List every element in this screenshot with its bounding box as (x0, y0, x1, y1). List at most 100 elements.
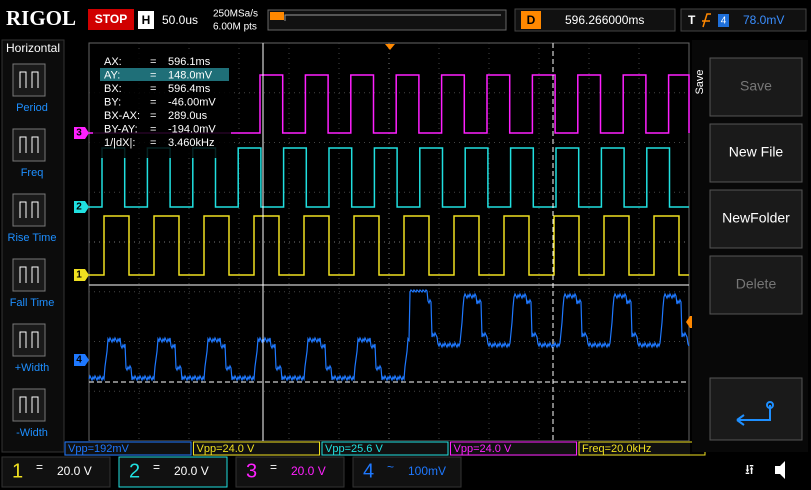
menu-glyph (19, 266, 39, 283)
channel-coupling: = (36, 460, 43, 474)
cursor-readout-cell: = (150, 137, 156, 149)
menu-label: Fall Time (10, 297, 55, 309)
cursor-readout-cell: 148.0mV (168, 69, 213, 81)
cursor-readout-cell: = (150, 56, 156, 68)
menu-button-label: NewFolder (722, 210, 790, 226)
channel-coupling: = (270, 460, 277, 474)
channel-number: 4 (363, 460, 374, 482)
return-dot (766, 401, 774, 409)
channel-coupling: ~ (387, 460, 394, 474)
cursor-readout-cell: BY-AY: (104, 123, 138, 135)
channel-scale: 20.0 V (174, 464, 209, 478)
right-menu-title: Save (694, 69, 706, 94)
overview-window (270, 12, 284, 20)
cursor-readout-cell: 3.460kHz (168, 137, 214, 149)
trigger-position (385, 44, 395, 50)
cursor-readout-cell: 596.4ms (168, 83, 211, 95)
menu-glyph (19, 331, 39, 348)
menu-button[interactable] (709, 57, 803, 117)
menu-button[interactable] (709, 123, 803, 183)
channel-box[interactable] (1, 456, 111, 488)
trigger-label: T (688, 13, 696, 27)
menu-label: +Width (15, 362, 50, 374)
menu-icon[interactable] (12, 193, 46, 227)
sample-rate: 250MSa/s (213, 9, 258, 20)
menu-button[interactable] (709, 255, 803, 315)
measure-frame (450, 441, 577, 456)
overview-wave (284, 14, 501, 21)
measurement: Freq=20.0kHz (582, 443, 651, 455)
delay-tag (521, 11, 541, 29)
delay-box (514, 8, 676, 32)
channel-marker: 3 (76, 128, 82, 139)
run-status: STOP (95, 12, 127, 26)
menu-icon[interactable] (12, 258, 46, 292)
cursor-readout-cell: BX: (104, 83, 122, 95)
channel-scale: 20.0 V (291, 464, 326, 478)
h-box (138, 11, 154, 29)
channel-scale: 20.0 V (57, 464, 92, 478)
return-icon (736, 405, 771, 426)
trigger-source: 4 (721, 16, 727, 27)
menu-glyph (19, 396, 39, 413)
measure-bar (64, 441, 690, 456)
cursor-readout-cell: = (150, 96, 156, 108)
measurement: Vpp=192mV (68, 443, 130, 455)
ch2-wave (89, 147, 689, 208)
return-button[interactable] (709, 377, 803, 441)
channel-marker-bg (74, 127, 89, 139)
menu-button[interactable] (709, 189, 803, 249)
cursor-readout-cell: AY: (104, 69, 120, 81)
ch1-wave (89, 215, 689, 276)
cursor-readout-cell: AX: (104, 56, 122, 68)
stop-button[interactable] (88, 9, 134, 30)
channel-box[interactable] (352, 456, 462, 488)
brand: RIGOL (6, 6, 76, 30)
measure-frame (193, 441, 320, 456)
left-menu-items: Period Freq Rise Time Fall Time +Width -Width (8, 63, 56, 439)
channel-marker-bg (74, 201, 89, 213)
menu-glyph (19, 201, 39, 218)
channel-number: 1 (12, 460, 23, 482)
delay: 596.266000ms (565, 13, 644, 27)
cursor-readout-cell: BY: (104, 96, 121, 108)
channel-marker: 1 (76, 270, 82, 281)
trigger-source-box (718, 14, 729, 27)
measure-frame (321, 441, 449, 456)
cursor-readout-cell: BX-AX: (104, 110, 140, 122)
menu-label: -Width (16, 427, 48, 439)
channel-marker-bg (74, 354, 89, 366)
measurement: Vpp=24.0 V (197, 443, 255, 455)
cursor-selected (100, 68, 229, 81)
channel-scale: 100mV (408, 464, 446, 478)
measurement: Vpp=25.6 V (325, 443, 383, 455)
channel-marker: 2 (76, 202, 82, 213)
channel-box[interactable] (235, 456, 345, 488)
channel-number: 2 (129, 460, 140, 482)
left-panel (1, 39, 65, 453)
menu-label: Freq (21, 167, 44, 179)
measurement: Vpp=24.0 V (454, 443, 512, 455)
menu-label: Period (16, 102, 48, 114)
cursor-readout-cell: = (150, 110, 156, 122)
menu-button-label: Save (740, 78, 772, 94)
channel-coupling: = (153, 460, 160, 474)
cursor-readout-cell: = (150, 69, 156, 81)
menu-icon[interactable] (12, 388, 46, 422)
edge-icon (702, 13, 711, 28)
channel-number: 3 (246, 460, 257, 482)
timebase-label: H (142, 13, 151, 27)
menu-icon[interactable] (12, 63, 46, 97)
menu-icon[interactable] (12, 323, 46, 357)
channel-box[interactable] (118, 456, 228, 488)
cursor-readout-cell: -194.0mV (168, 123, 216, 135)
channel-marker: 4 (76, 355, 82, 366)
cursor-readout-cell: 1/|dX|: (104, 137, 135, 149)
grid (89, 43, 689, 441)
measure-frame (64, 441, 192, 456)
trigger-level: 78.0mV (743, 13, 784, 27)
menu-glyph (19, 71, 39, 88)
channel-marker-bg (74, 269, 89, 281)
menu-icon[interactable] (12, 128, 46, 162)
